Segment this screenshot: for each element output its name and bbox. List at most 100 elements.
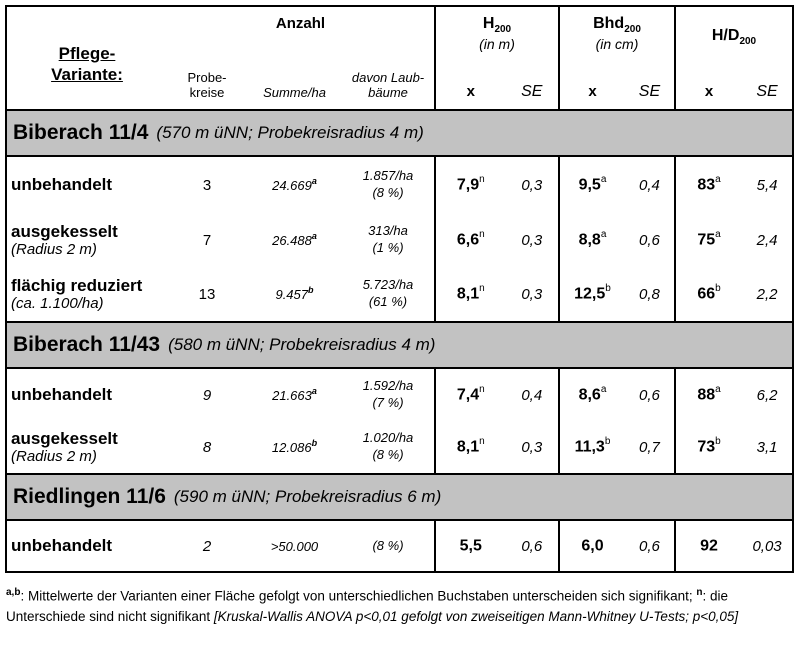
column-group-bhd200: Bhd200 (in cm) x SE: [558, 7, 674, 109]
se-value: 0,8: [639, 285, 660, 303]
hd200-cell: 88a 6,2: [674, 369, 792, 421]
probekreise-value: 2: [167, 521, 247, 571]
row-label: unbehandelt: [7, 369, 167, 421]
value: 5.723/ha: [362, 277, 414, 293]
column-group-h200: H200 (in m) x SE: [434, 7, 558, 109]
hd200-cell: 83a 5,4: [674, 157, 792, 213]
se-label: SE: [638, 83, 661, 100]
se-value: 0,03: [752, 537, 782, 555]
footnote-stat-test: [Kruskal-Wallis ANOVA p<0,01 gefolgt von…: [213, 608, 739, 624]
mean-value: 9,5a: [560, 174, 625, 194]
davon-line2: bäume: [368, 85, 408, 101]
se-value: 0,3: [521, 231, 543, 249]
value: 83: [697, 176, 716, 194]
mean-value: 8,8a: [560, 229, 625, 249]
significance-letter: a: [311, 176, 317, 186]
bhd200-cell: 9,5a 0,4: [558, 157, 674, 213]
anzahl-subheaders: Probe- kreise Summe/ha davon Laub- bäume: [167, 70, 434, 101]
bhd200-cell: 6,0 0,6: [558, 521, 674, 571]
column-header-probekreise: Probe- kreise: [167, 70, 247, 101]
significance-letter: n: [479, 229, 485, 241]
value: 88: [697, 386, 716, 404]
probekreise-value: 7: [167, 213, 247, 267]
se-value: 0,3: [521, 176, 543, 194]
value: 1.020/ha: [362, 430, 414, 446]
mean-value: 6,0: [560, 536, 625, 555]
bhd200-cell: 11,3b 0,7: [558, 421, 674, 473]
significance-letter: a: [600, 174, 607, 186]
laubbaeume-value: 1.592/ha (7 %): [342, 369, 434, 421]
variant-name: unbehandelt: [11, 536, 113, 556]
table-header-row: Pflege- Variante: Anzahl Probe- kreise S…: [7, 7, 792, 109]
section-header-riedlingen-11-6: Riedlingen 11/6 (590 m üNN; Probekreisra…: [7, 473, 792, 521]
mean-value: 75a: [676, 229, 742, 249]
percent: (8 %): [372, 447, 404, 462]
h200-cell: 8,1n 0,3: [434, 267, 558, 321]
value: 7,9: [456, 176, 480, 194]
value: 5,5: [459, 537, 482, 555]
variant-name: unbehandelt: [11, 175, 113, 195]
column-header-davon-laubbaeume: davon Laub- bäume: [342, 70, 434, 101]
value: 9,5: [578, 176, 601, 194]
value: 75: [697, 231, 716, 249]
results-table: Pflege- Variante: Anzahl Probe- kreise S…: [5, 5, 794, 573]
variant-detail: (Radius 2 m): [11, 241, 97, 259]
value: 11,3: [574, 438, 605, 456]
variant-name: flächig reduziert: [11, 275, 143, 295]
percent: (8 %): [372, 185, 404, 200]
summe-ha-value: 21.663 a: [247, 369, 342, 421]
value: 13: [198, 285, 216, 303]
summe-ha-value: 26.488 a: [247, 213, 342, 267]
se-value: 0,6: [639, 386, 660, 404]
significance-letter: n: [479, 384, 485, 396]
significance-letter: n: [479, 283, 485, 295]
mean-label: x: [704, 83, 714, 100]
row-label: flächig reduziert (ca. 1.100/ha): [7, 267, 167, 321]
significance-letter: a: [715, 229, 721, 241]
significance-letter: a: [600, 229, 607, 241]
h200-subscript: 200: [494, 24, 512, 36]
value: 9.457: [275, 286, 309, 302]
laubbaeume-value: 313/ha (1 %): [342, 213, 434, 267]
bhd200-title: Bhd200 (in cm): [560, 15, 674, 52]
mean-value: 73b: [676, 436, 742, 456]
bhd200-cell: 8,6a 0,6: [558, 369, 674, 421]
mean-value: 92: [676, 536, 742, 555]
value: 73: [697, 438, 716, 456]
se-value: 0,7: [639, 438, 660, 456]
value: 92: [700, 537, 718, 555]
se-label: SE: [756, 83, 778, 100]
mean-value: 7,4n: [436, 384, 506, 404]
bhd200-symbol: Bhd: [593, 15, 625, 32]
column-group-hd200: H/D200 x SE: [674, 7, 792, 109]
value: 3: [202, 176, 212, 194]
se-value: 5,4: [756, 176, 778, 194]
value: 7,4: [456, 386, 480, 404]
section-title: Riedlingen 11/6: [13, 485, 166, 508]
mean-value: 6,6n: [436, 229, 506, 249]
value: 12.086: [271, 439, 312, 455]
laubbaeume-value: (8 %): [342, 521, 434, 571]
mean-value: 8,1n: [436, 436, 506, 456]
page: Pflege- Variante: Anzahl Probe- kreise S…: [5, 5, 794, 624]
mean-label: x: [466, 83, 475, 100]
hd200-cell: 92 0,03: [674, 521, 792, 571]
value: 9: [202, 386, 212, 404]
significance-letter: b: [604, 436, 611, 448]
value: 8,6: [578, 386, 601, 404]
header-variant-line1: Pflege-: [58, 43, 116, 63]
bhd200-unit: (in cm): [595, 35, 639, 52]
hd200-stat-headers: x SE: [676, 83, 792, 101]
section-header-biberach-11-4: Biberach 11/4 (570 m üNN; Probekreisradi…: [7, 109, 792, 157]
value: 26.488: [272, 232, 312, 248]
table-row: ausgekesselt (Radius 2 m) 7 26.488 a 313/…: [7, 213, 792, 267]
h200-cell: 7,4n 0,4: [434, 369, 558, 421]
section-header-biberach-11-43: Biberach 11/43 (580 m üNN; Probekreisrad…: [7, 321, 792, 369]
row-label: ausgekesselt (Radius 2 m): [7, 421, 167, 473]
percent: (7 %): [372, 395, 404, 410]
davon-line1: davon Laub-: [351, 69, 425, 85]
variant-detail: (ca. 1.100/ha): [11, 295, 104, 313]
mean-value: 8,1n: [436, 283, 506, 303]
se-value: 2,2: [756, 285, 778, 303]
h200-unit: (in m): [479, 35, 515, 52]
